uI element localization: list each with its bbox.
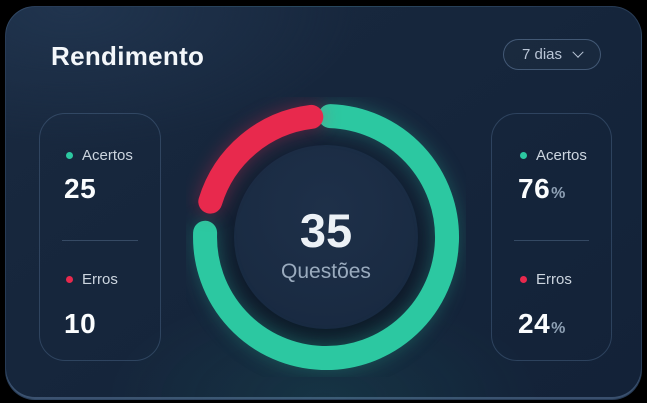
acertos-label: Acertos — [536, 147, 587, 164]
period-selector[interactable]: 7 dias — [503, 39, 601, 70]
donut-center-text: 35 Questões — [186, 97, 466, 377]
acertos-label: Acertos — [82, 147, 133, 164]
acertos-percent-number: 76 — [518, 173, 551, 204]
donut-chart: 35 Questões — [186, 97, 466, 377]
erros-count-row: Erros — [66, 271, 118, 288]
acertos-percent-value: 76 % — [518, 173, 566, 205]
percentages-panel: Acertos 76 % Erros 24 % — [491, 113, 612, 361]
erros-dot-icon — [520, 276, 527, 283]
rendimento-card: Rendimento 7 dias Acertos 25 Erros 10 — [5, 6, 642, 400]
period-label: 7 dias — [521, 46, 563, 63]
erros-percent-value: 24 % — [518, 308, 566, 340]
panel-divider — [62, 240, 138, 241]
percent-sign: % — [551, 320, 566, 337]
chevron-down-icon — [572, 46, 584, 58]
page-title: Rendimento — [51, 41, 205, 71]
acertos-count-value: 25 — [64, 173, 97, 204]
erros-percent-number: 24 — [518, 308, 551, 339]
erros-dot-icon — [66, 276, 73, 283]
percent-sign: % — [551, 185, 566, 202]
counts-panel: Acertos 25 Erros 10 — [39, 113, 161, 361]
total-questions-value: 35 — [299, 203, 353, 257]
acertos-count-row: Acertos — [66, 147, 133, 164]
acertos-percent-row: Acertos — [520, 147, 587, 164]
acertos-dot-icon — [66, 152, 73, 159]
erros-percent-row: Erros — [520, 271, 572, 288]
panel-divider — [514, 240, 589, 241]
acertos-dot-icon — [520, 152, 527, 159]
acertos-arc — [193, 104, 459, 370]
erros-label: Erros — [536, 271, 572, 288]
total-questions-label: Questões — [281, 259, 371, 283]
erros-arc — [198, 104, 324, 214]
erros-label: Erros — [82, 271, 118, 288]
erros-count-value: 10 — [64, 308, 97, 339]
donut-center-circle — [234, 145, 418, 329]
